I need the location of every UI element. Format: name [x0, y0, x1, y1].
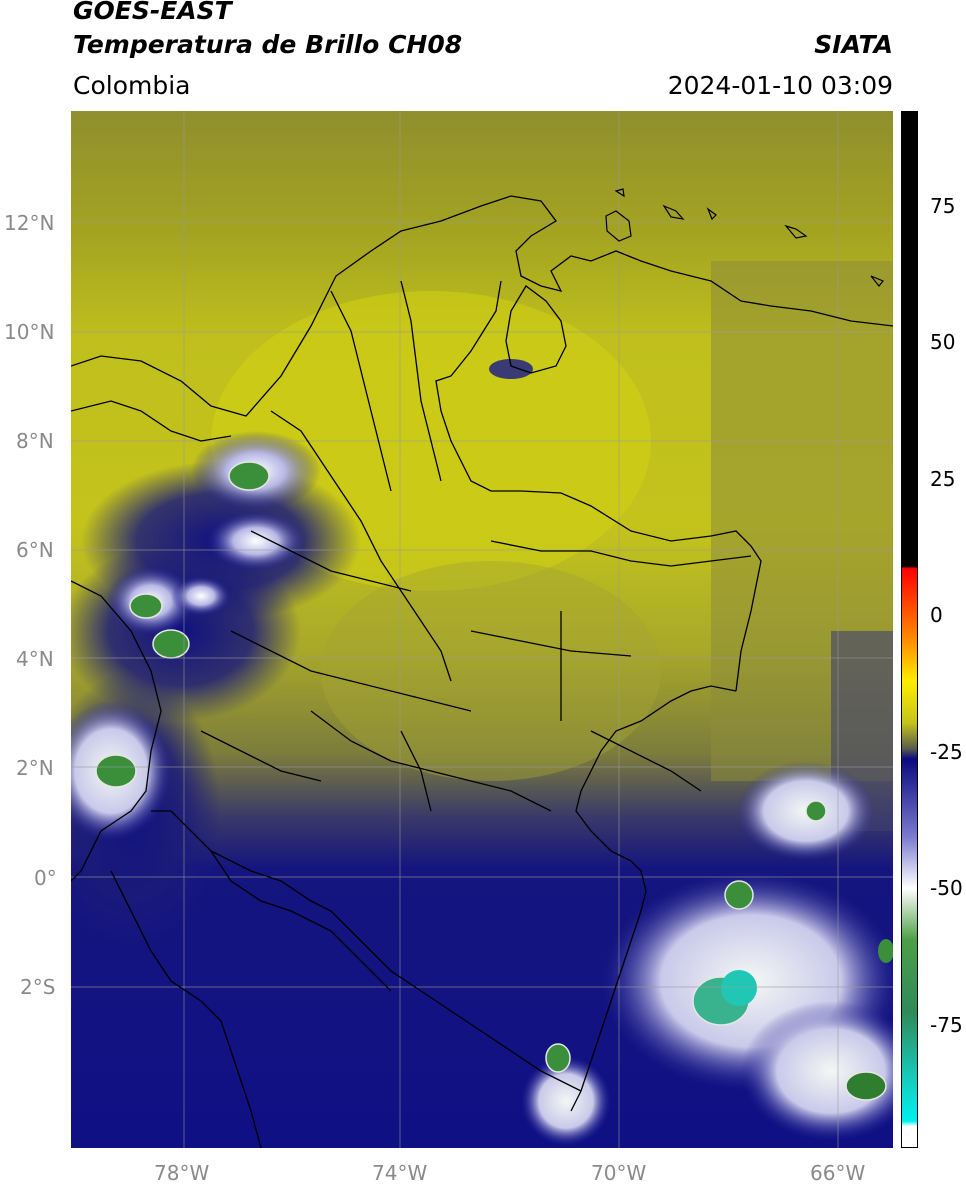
colorbar-label: 25 [930, 467, 956, 491]
country-borders [71, 195, 893, 1148]
colorbar-label: 75 [930, 194, 956, 218]
lon-label: 74°W [372, 1161, 428, 1185]
lat-label: 2°S [20, 975, 56, 999]
lat-label: 4°N [16, 647, 54, 671]
lat-label: 12°N [4, 211, 55, 235]
colorbar [901, 111, 918, 1148]
lon-label: 70°W [591, 1161, 647, 1185]
colorbar-label: -50 [930, 876, 963, 900]
region-label: Colombia [73, 71, 191, 100]
brightness-temperature-map [71, 111, 893, 1148]
islands [605, 188, 884, 287]
colorbar-label: 50 [930, 330, 956, 354]
lon-label: 66°W [810, 1161, 866, 1185]
colorbar-label: -25 [930, 740, 963, 764]
lat-label: 8°N [16, 429, 54, 453]
lat-label: 6°N [16, 538, 54, 562]
datetime-label: 2024-01-10 03:09 [667, 71, 893, 100]
org-title: SIATA [814, 30, 893, 59]
product-title: Temperatura de Brillo CH08 [73, 30, 463, 59]
lat-label: 10°N [4, 320, 55, 344]
colorbar-label: -75 [930, 1013, 963, 1037]
satellite-title: GOES-EAST [73, 0, 232, 25]
lat-label: 0° [34, 866, 57, 890]
lon-label: 78°W [154, 1161, 210, 1185]
colorbar-label: 0 [930, 603, 943, 627]
lat-label: 2°N [16, 756, 54, 780]
